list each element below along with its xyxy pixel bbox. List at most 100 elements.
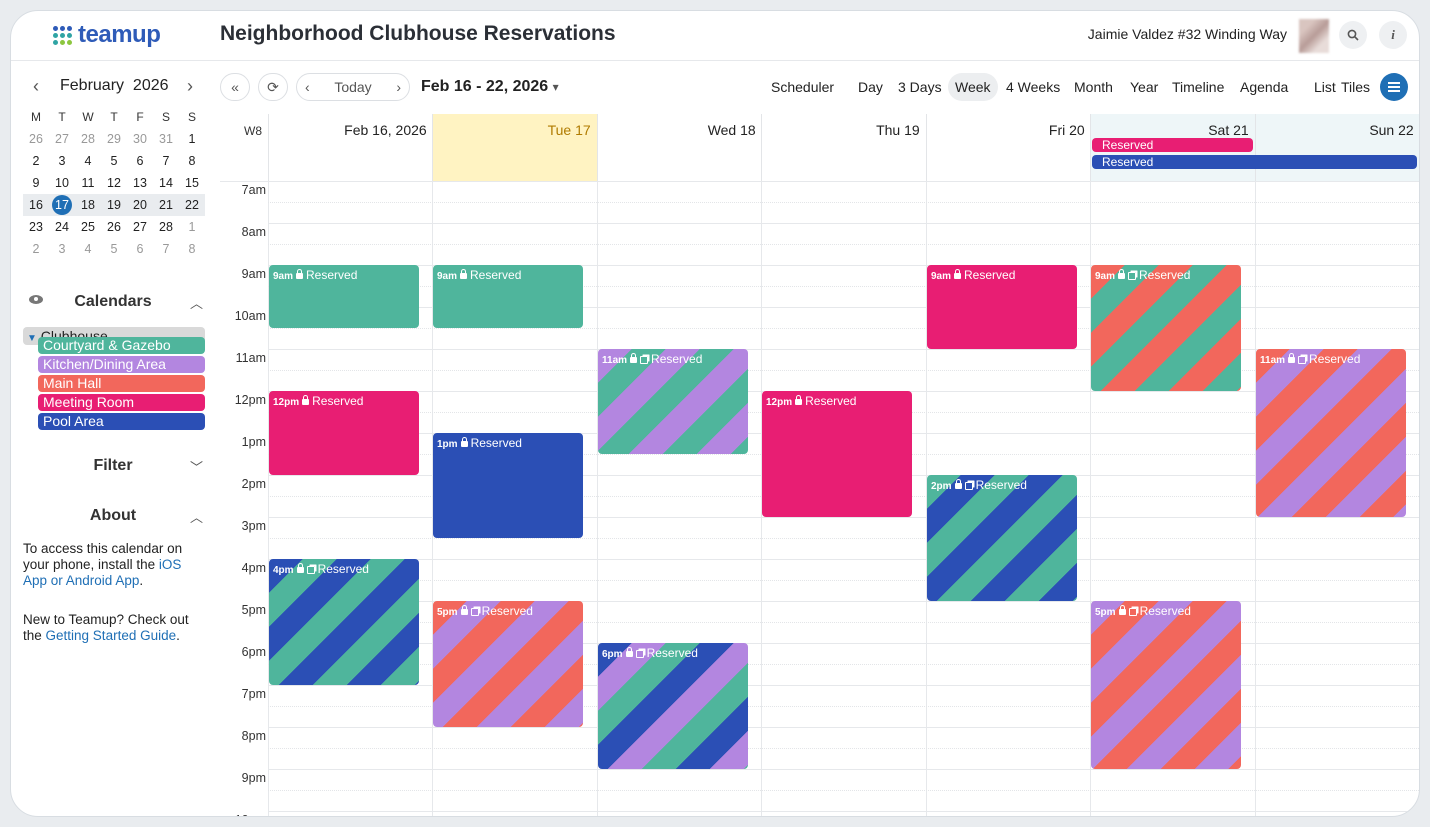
day-header[interactable]: Sun 22 (1255, 114, 1419, 181)
event-block[interactable]: 5pm Reserved (1091, 601, 1241, 769)
calendar-item[interactable]: Main Hall (38, 375, 205, 392)
all-day-event[interactable]: Reserved (1092, 138, 1253, 152)
view-tab-year[interactable]: Year (1130, 79, 1159, 95)
mini-calendar-day[interactable]: 29 (101, 128, 127, 150)
prev-week-button[interactable]: ‹ (305, 79, 310, 95)
mini-calendar-day[interactable]: 12 (101, 172, 127, 194)
mini-calendar-day[interactable]: 7 (153, 238, 179, 260)
date-range-picker[interactable]: Feb 16 - 22, 2026 ▾ (421, 78, 559, 96)
mini-calendar-day[interactable]: 20 (127, 194, 153, 216)
mini-calendar-day[interactable]: 14 (153, 172, 179, 194)
mini-calendar-day[interactable]: 31 (153, 128, 179, 150)
event-block[interactable]: 12pm Reserved (762, 391, 912, 517)
avatar[interactable] (1299, 19, 1329, 53)
mini-calendar-day[interactable]: 5 (101, 238, 127, 260)
mini-calendar-day[interactable]: 19 (101, 194, 127, 216)
mini-calendar-day[interactable]: 3 (49, 238, 75, 260)
mini-calendar-day[interactable]: 28 (75, 128, 101, 150)
getting-started-link[interactable]: Getting Started Guide (45, 628, 177, 643)
menu-button[interactable] (1380, 73, 1408, 101)
event-block[interactable]: 9am Reserved (269, 265, 419, 328)
info-button[interactable]: i (1379, 21, 1407, 49)
search-button[interactable] (1339, 21, 1367, 49)
event-block[interactable]: 4pm Reserved (269, 559, 419, 685)
about-section-header[interactable]: About ︿ (23, 505, 203, 529)
mini-calendar-day[interactable]: 21 (153, 194, 179, 216)
mini-calendar-day[interactable]: 18 (75, 194, 101, 216)
mini-calendar-day[interactable]: 28 (153, 216, 179, 238)
day-header[interactable]: Wed 18 (597, 114, 762, 181)
mini-calendar-day[interactable]: 6 (127, 150, 153, 172)
calendar-item[interactable]: Kitchen/Dining Area (38, 356, 205, 373)
view-tab-3-days[interactable]: 3 Days (898, 79, 942, 95)
day-header[interactable]: Feb 16, 2026 (268, 114, 433, 181)
mini-calendar-day[interactable]: 5 (101, 150, 127, 172)
event-block[interactable]: 6pm Reserved (598, 643, 748, 769)
mini-calendar-day[interactable]: 15 (179, 172, 205, 194)
mini-calendar-day[interactable]: 11 (75, 172, 101, 194)
view-tab-list[interactable]: List (1314, 79, 1336, 95)
day-header[interactable]: Fri 20 (926, 114, 1091, 181)
mini-calendar-day[interactable]: 1 (179, 128, 205, 150)
teamup-logo[interactable]: teamup (53, 21, 161, 49)
mini-calendar-day[interactable]: 17 (49, 194, 75, 216)
event-block[interactable]: 5pm Reserved (433, 601, 583, 727)
mini-calendar-day[interactable]: 8 (179, 150, 205, 172)
view-tab-4-weeks[interactable]: 4 Weeks (1006, 79, 1061, 95)
next-week-button[interactable]: › (396, 79, 401, 95)
mini-calendar-day[interactable]: 10 (49, 172, 75, 194)
prev-month-button[interactable]: ‹ (33, 76, 39, 96)
mini-calendar-day[interactable]: 6 (127, 238, 153, 260)
mini-calendar-day[interactable]: 7 (153, 150, 179, 172)
mini-calendar-day[interactable]: 27 (49, 128, 75, 150)
mini-calendar-day[interactable]: 1 (179, 216, 205, 238)
event-block[interactable]: 9am Reserved (1091, 265, 1241, 391)
collapse-sidebar-button[interactable]: « (220, 73, 250, 101)
calendar-item[interactable]: Meeting Room (38, 394, 205, 411)
calendar-item[interactable]: Pool Area (38, 413, 205, 430)
mini-calendar-day[interactable]: 13 (127, 172, 153, 194)
filter-section-header[interactable]: Filter ﹀ (23, 455, 203, 479)
chevron-up-icon[interactable]: ︿ (189, 296, 203, 311)
view-tab-week[interactable]: Week (948, 73, 998, 101)
view-tab-day[interactable]: Day (858, 79, 883, 95)
mini-calendar-day[interactable]: 26 (23, 128, 49, 150)
view-tab-agenda[interactable]: Agenda (1240, 79, 1289, 95)
mini-calendar-day[interactable]: 24 (49, 216, 75, 238)
mini-calendar-day[interactable]: 30 (127, 128, 153, 150)
day-header[interactable]: Thu 19 (761, 114, 926, 181)
mini-calendar-day[interactable]: 4 (75, 150, 101, 172)
next-month-button[interactable]: › (187, 76, 193, 96)
event-block[interactable]: 11am Reserved (1256, 349, 1406, 517)
mini-calendar-day[interactable]: 2 (23, 238, 49, 260)
mini-calendar-day[interactable]: 16 (23, 194, 49, 216)
all-day-event[interactable]: Reserved (1092, 155, 1418, 169)
calendar-item[interactable]: Courtyard & Gazebo (38, 337, 205, 354)
mini-calendar-day[interactable]: 25 (75, 216, 101, 238)
mini-calendar-day[interactable]: 26 (101, 216, 127, 238)
chevron-down-icon[interactable]: ﹀ (189, 460, 203, 475)
mini-calendar-day[interactable]: 22 (179, 194, 205, 216)
mini-calendar-day[interactable]: 8 (179, 238, 205, 260)
event-block[interactable]: 1pm Reserved (433, 433, 583, 538)
mini-calendar-day[interactable]: 2 (23, 150, 49, 172)
view-tab-month[interactable]: Month (1074, 79, 1113, 95)
mini-calendar-day[interactable]: 4 (75, 238, 101, 260)
today-button[interactable]: Today (334, 79, 372, 95)
eye-icon[interactable] (29, 295, 43, 304)
event-block[interactable]: 12pm Reserved (269, 391, 419, 475)
mini-calendar-day[interactable]: 9 (23, 172, 49, 194)
refresh-button[interactable]: ⟳ (258, 73, 288, 101)
event-block[interactable]: 9am Reserved (927, 265, 1077, 349)
event-block[interactable]: 11am Reserved (598, 349, 748, 454)
mini-calendar-day[interactable]: 3 (49, 150, 75, 172)
mini-calendar-day[interactable]: 27 (127, 216, 153, 238)
day-header[interactable]: Tue 17 (432, 114, 597, 181)
view-tab-scheduler[interactable]: Scheduler (771, 79, 835, 95)
apps-link[interactable]: iOS App or Android App (23, 557, 182, 588)
view-tab-timeline[interactable]: Timeline (1172, 79, 1225, 95)
mini-calendar-day[interactable]: 23 (23, 216, 49, 238)
calendars-section-header[interactable]: Calendars ︿ (23, 291, 203, 315)
user-name[interactable]: Jaimie Valdez #32 Winding Way (1087, 26, 1287, 42)
chevron-up-icon[interactable]: ︿ (189, 510, 203, 525)
